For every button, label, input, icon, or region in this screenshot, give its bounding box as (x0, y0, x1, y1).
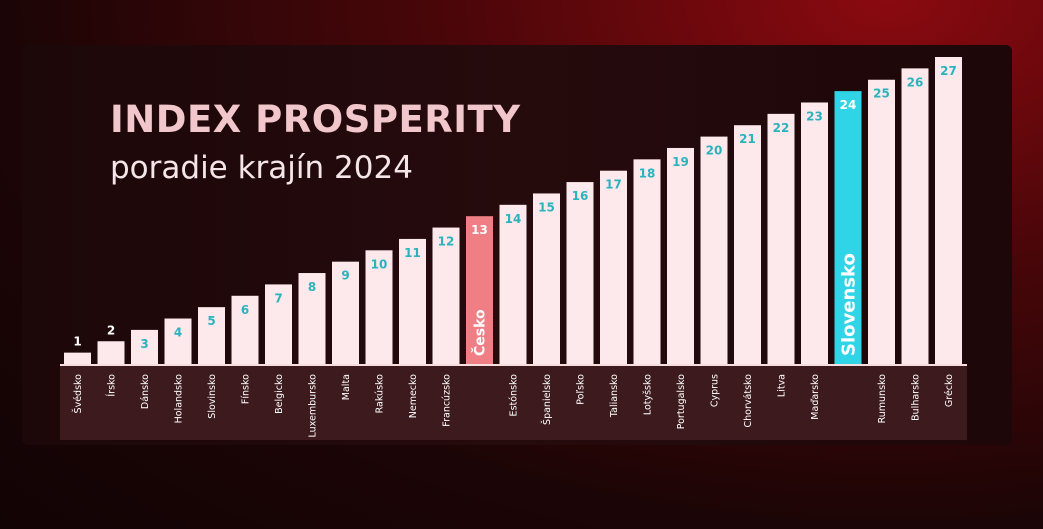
tick-label-cyprus: Cyprus (710, 374, 721, 407)
bar-malta (332, 261, 359, 364)
value-label-litva: 22 (773, 121, 790, 135)
bar-madarsko (801, 102, 828, 365)
value-label-holandsko: 4 (174, 326, 182, 340)
category-label-band (60, 366, 967, 440)
value-label-rakusko: 10 (371, 257, 388, 271)
tick-label-portugalsko: Portugalsko (676, 374, 687, 429)
tick-label-rumunsko: Rumunsko (877, 374, 888, 424)
bar-litva (767, 113, 795, 364)
bar-polsko (566, 182, 594, 364)
bar-cesko (466, 216, 493, 364)
tick-label-francuzsko: Francúzsko (442, 374, 453, 427)
highlight-label-cesko: Česko (471, 309, 489, 356)
tick-label-slovinsko: Slovinsko (207, 374, 218, 419)
tick-label-holandsko: Holandsko (174, 374, 185, 424)
tick-label-svedsko: Švédsko (72, 374, 84, 414)
tick-label-grecko: Grécko (944, 374, 955, 407)
value-label-irsko: 2 (107, 323, 115, 337)
bar-portugalsko (667, 147, 694, 364)
value-label-malta: 9 (341, 269, 349, 283)
value-label-belgicko: 7 (274, 291, 282, 305)
bar-cyprus (700, 136, 728, 364)
bar-luxembursko (298, 273, 326, 364)
bar-estonsko (499, 204, 527, 364)
value-label-chorvatsko: 21 (739, 132, 756, 146)
value-label-svedsko: 1 (73, 335, 81, 349)
tick-label-bulharsko: Bulharsko (911, 374, 922, 421)
value-label-finsko: 6 (241, 303, 249, 317)
bar-irsko (97, 341, 125, 364)
value-label-slovensko: 24 (840, 98, 857, 112)
bar-nemecko (399, 238, 426, 364)
value-label-portugalsko: 19 (672, 155, 689, 169)
bar-lotyssko (633, 159, 661, 364)
highlight-label-slovensko: Slovensko (838, 253, 859, 356)
value-label-cyprus: 20 (706, 144, 723, 158)
value-label-bulharsko: 26 (907, 75, 924, 89)
value-label-estonsko: 14 (505, 212, 522, 226)
tick-label-belgicko: Belgicko (274, 374, 285, 414)
value-label-nemecko: 11 (404, 246, 421, 260)
value-label-polsko: 16 (572, 189, 589, 203)
bar-francuzsko (432, 227, 460, 364)
bar-holandsko (164, 318, 192, 364)
bar-slovensko (834, 91, 862, 364)
chart-subtitle: poradie krajín 2024 (110, 150, 413, 186)
tick-label-chorvatsko: Chorvátsko (743, 374, 754, 428)
value-label-slovinsko: 5 (207, 314, 215, 328)
value-label-madarsko: 23 (806, 109, 823, 123)
bar-rumunsko (868, 79, 895, 365)
tick-label-dansko: Dánsko (140, 374, 151, 409)
bar-svedsko (64, 352, 91, 364)
bar-taliansko (600, 170, 627, 364)
tick-label-madarsko: Maďarsko (810, 374, 821, 420)
chart-title: INDEX PROSPERITY (110, 98, 521, 141)
value-label-taliansko: 17 (605, 178, 622, 192)
value-label-dansko: 3 (140, 337, 148, 351)
value-label-francuzsko: 12 (438, 235, 455, 249)
value-label-cesko: 13 (471, 223, 488, 237)
bar-grecko (935, 57, 962, 364)
value-label-grecko: 27 (940, 64, 957, 78)
bar-chorvatsko (734, 125, 761, 364)
tick-label-lotyssko: Lotyšsko (643, 374, 654, 415)
bar-dansko (131, 329, 158, 364)
bar-belgicko (265, 284, 292, 364)
value-label-luxembursko: 8 (308, 280, 316, 294)
bar-spanielsko (533, 193, 560, 364)
tick-label-luxembursko: Luxembursko (308, 374, 319, 438)
tick-label-rakusko: Rakúsko (375, 374, 386, 414)
bar-slovinsko (198, 307, 225, 364)
tick-label-estonsko: Estónsko (509, 374, 520, 417)
tick-label-nemecko: Nemecko (408, 374, 419, 418)
tick-label-finsko: Fínsko (241, 374, 252, 404)
tick-label-polsko: Poľsko (576, 374, 587, 405)
chart-baseline (60, 364, 967, 366)
tick-label-litva: Litva (777, 374, 788, 397)
value-label-lotyssko: 18 (639, 166, 656, 180)
tick-label-spanielsko: Španielsko (541, 374, 553, 425)
tick-label-taliansko: Taliansko (609, 374, 620, 418)
tick-label-malta: Malta (341, 374, 352, 400)
bar-rakusko (365, 250, 393, 364)
value-label-spanielsko: 15 (538, 200, 555, 214)
bar-finsko (231, 295, 259, 364)
value-label-rumunsko: 25 (873, 87, 890, 101)
tick-label-irsko: Írsko (106, 374, 118, 397)
bar-bulharsko (901, 68, 929, 365)
